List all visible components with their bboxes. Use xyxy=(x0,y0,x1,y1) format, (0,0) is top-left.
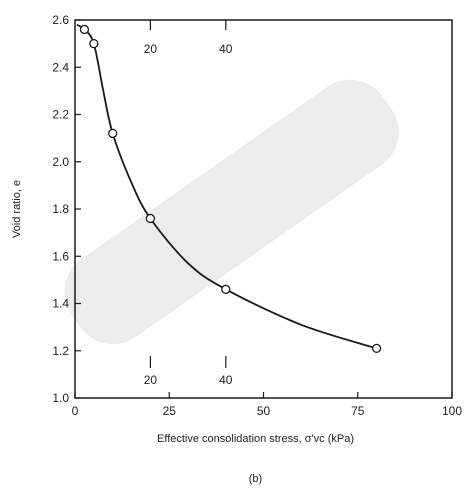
inner-bottom-tick-label: 40 xyxy=(219,373,233,387)
series-markers xyxy=(79,24,382,354)
x-tick-label: 0 xyxy=(72,404,79,418)
data-point xyxy=(79,24,90,35)
y-tick-label: 2.0 xyxy=(52,155,69,169)
y-tick-label: 1.0 xyxy=(52,391,69,405)
inner-ticks: 20 40 20 40 xyxy=(144,20,233,387)
y-tick-label: 1.6 xyxy=(52,249,69,263)
y-tick-label: 1.8 xyxy=(52,202,69,216)
series-curve xyxy=(76,23,377,350)
y-tick-label: 1.4 xyxy=(52,297,69,311)
data-point xyxy=(371,343,382,354)
x-tick-label: 25 xyxy=(163,404,177,418)
x-tick-label: 75 xyxy=(351,404,365,418)
x-tick-label: 100 xyxy=(442,404,462,418)
x-tick-label: 50 xyxy=(257,404,271,418)
x-axis: 0 25 50 75 100 xyxy=(72,392,462,418)
inner-bottom-tick-label: 20 xyxy=(144,373,158,387)
y-tick-label: 1.2 xyxy=(52,344,69,358)
plot-frame xyxy=(74,19,453,399)
y-tick-label: 2.2 xyxy=(52,108,69,122)
inner-top-tick-label: 40 xyxy=(219,42,233,56)
data-point xyxy=(221,284,231,294)
panel-label: (b) xyxy=(249,473,262,485)
y-tick-label: 2.6 xyxy=(52,13,69,27)
inner-top-tick-label: 20 xyxy=(144,42,158,56)
x-axis-title: Effective consolidation stress, σ'vc (kP… xyxy=(157,433,354,445)
data-point xyxy=(89,38,99,49)
y-axis-title: Void ratio, e xyxy=(11,180,23,238)
y-axis: 1.0 1.2 1.4 1.6 1.8 2.0 2.2 2.4 2.6 xyxy=(52,13,81,405)
data-point xyxy=(145,213,156,224)
data-point xyxy=(108,128,118,139)
y-tick-label: 2.4 xyxy=(52,60,69,74)
